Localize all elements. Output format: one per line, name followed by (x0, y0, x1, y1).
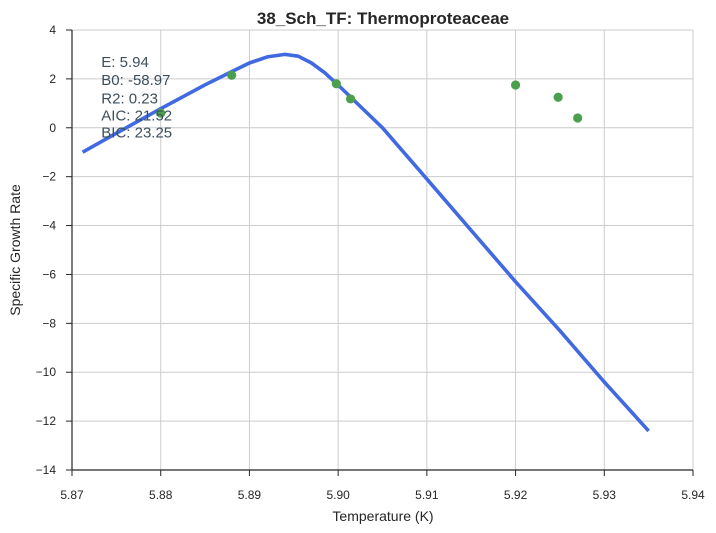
x-tick-label: 5.93 (593, 488, 617, 502)
x-tick-label: 5.91 (415, 488, 439, 502)
data-point (331, 79, 341, 89)
axes-layer (71, 30, 693, 471)
x-tick-label: 5.89 (238, 488, 262, 502)
grid-layer (71, 29, 694, 471)
stat-annotation: E: 5.94 (101, 54, 149, 71)
data-point (510, 80, 521, 90)
data-point (156, 108, 166, 118)
y-tick-label: 4 (49, 23, 56, 37)
x-tick-label: 5.88 (149, 488, 173, 502)
tick-layer: 5.87 5.88 5.89 5.90 5.91 5.92 5.93 5.94 −14 −12 −1… (36, 23, 705, 502)
x-tick-label: 5.92 (504, 488, 528, 502)
y-tick-label: 0 (49, 121, 56, 135)
data-point (573, 113, 583, 123)
y-tick-label: −4 (42, 219, 56, 233)
stat-annotation: AIC: 21.52 (101, 108, 172, 125)
y-tick-label: −2 (42, 170, 56, 184)
y-axis-label: Specific Growth Rate (7, 184, 23, 316)
x-tick-label: 5.90 (326, 488, 350, 502)
fit-line-layer (81, 52, 650, 433)
stat-annotation: R2: 0.23 (101, 90, 158, 107)
data-points-layer (156, 70, 583, 123)
stat-annotation: BIC: 23.25 (101, 125, 172, 142)
x-axis-label: Temperature (K) (332, 508, 433, 524)
y-tick-label: −14 (36, 463, 57, 477)
y-tick-label: −6 (42, 267, 56, 281)
y-tick-label: −10 (36, 365, 57, 379)
data-point (227, 70, 237, 80)
data-point (345, 94, 356, 104)
data-point (553, 92, 563, 102)
x-tick-label: 5.87 (60, 488, 84, 502)
x-tick-label: 5.94 (681, 488, 705, 502)
stat-annotation: B0: -58.97 (101, 72, 170, 89)
y-tick-label: −12 (36, 414, 57, 428)
y-tick-label: 2 (49, 72, 56, 86)
chart-title: 38_Sch_TF: Thermoproteaceae (257, 9, 509, 28)
y-tick-label: −8 (42, 316, 56, 330)
fit-line (81, 52, 650, 433)
